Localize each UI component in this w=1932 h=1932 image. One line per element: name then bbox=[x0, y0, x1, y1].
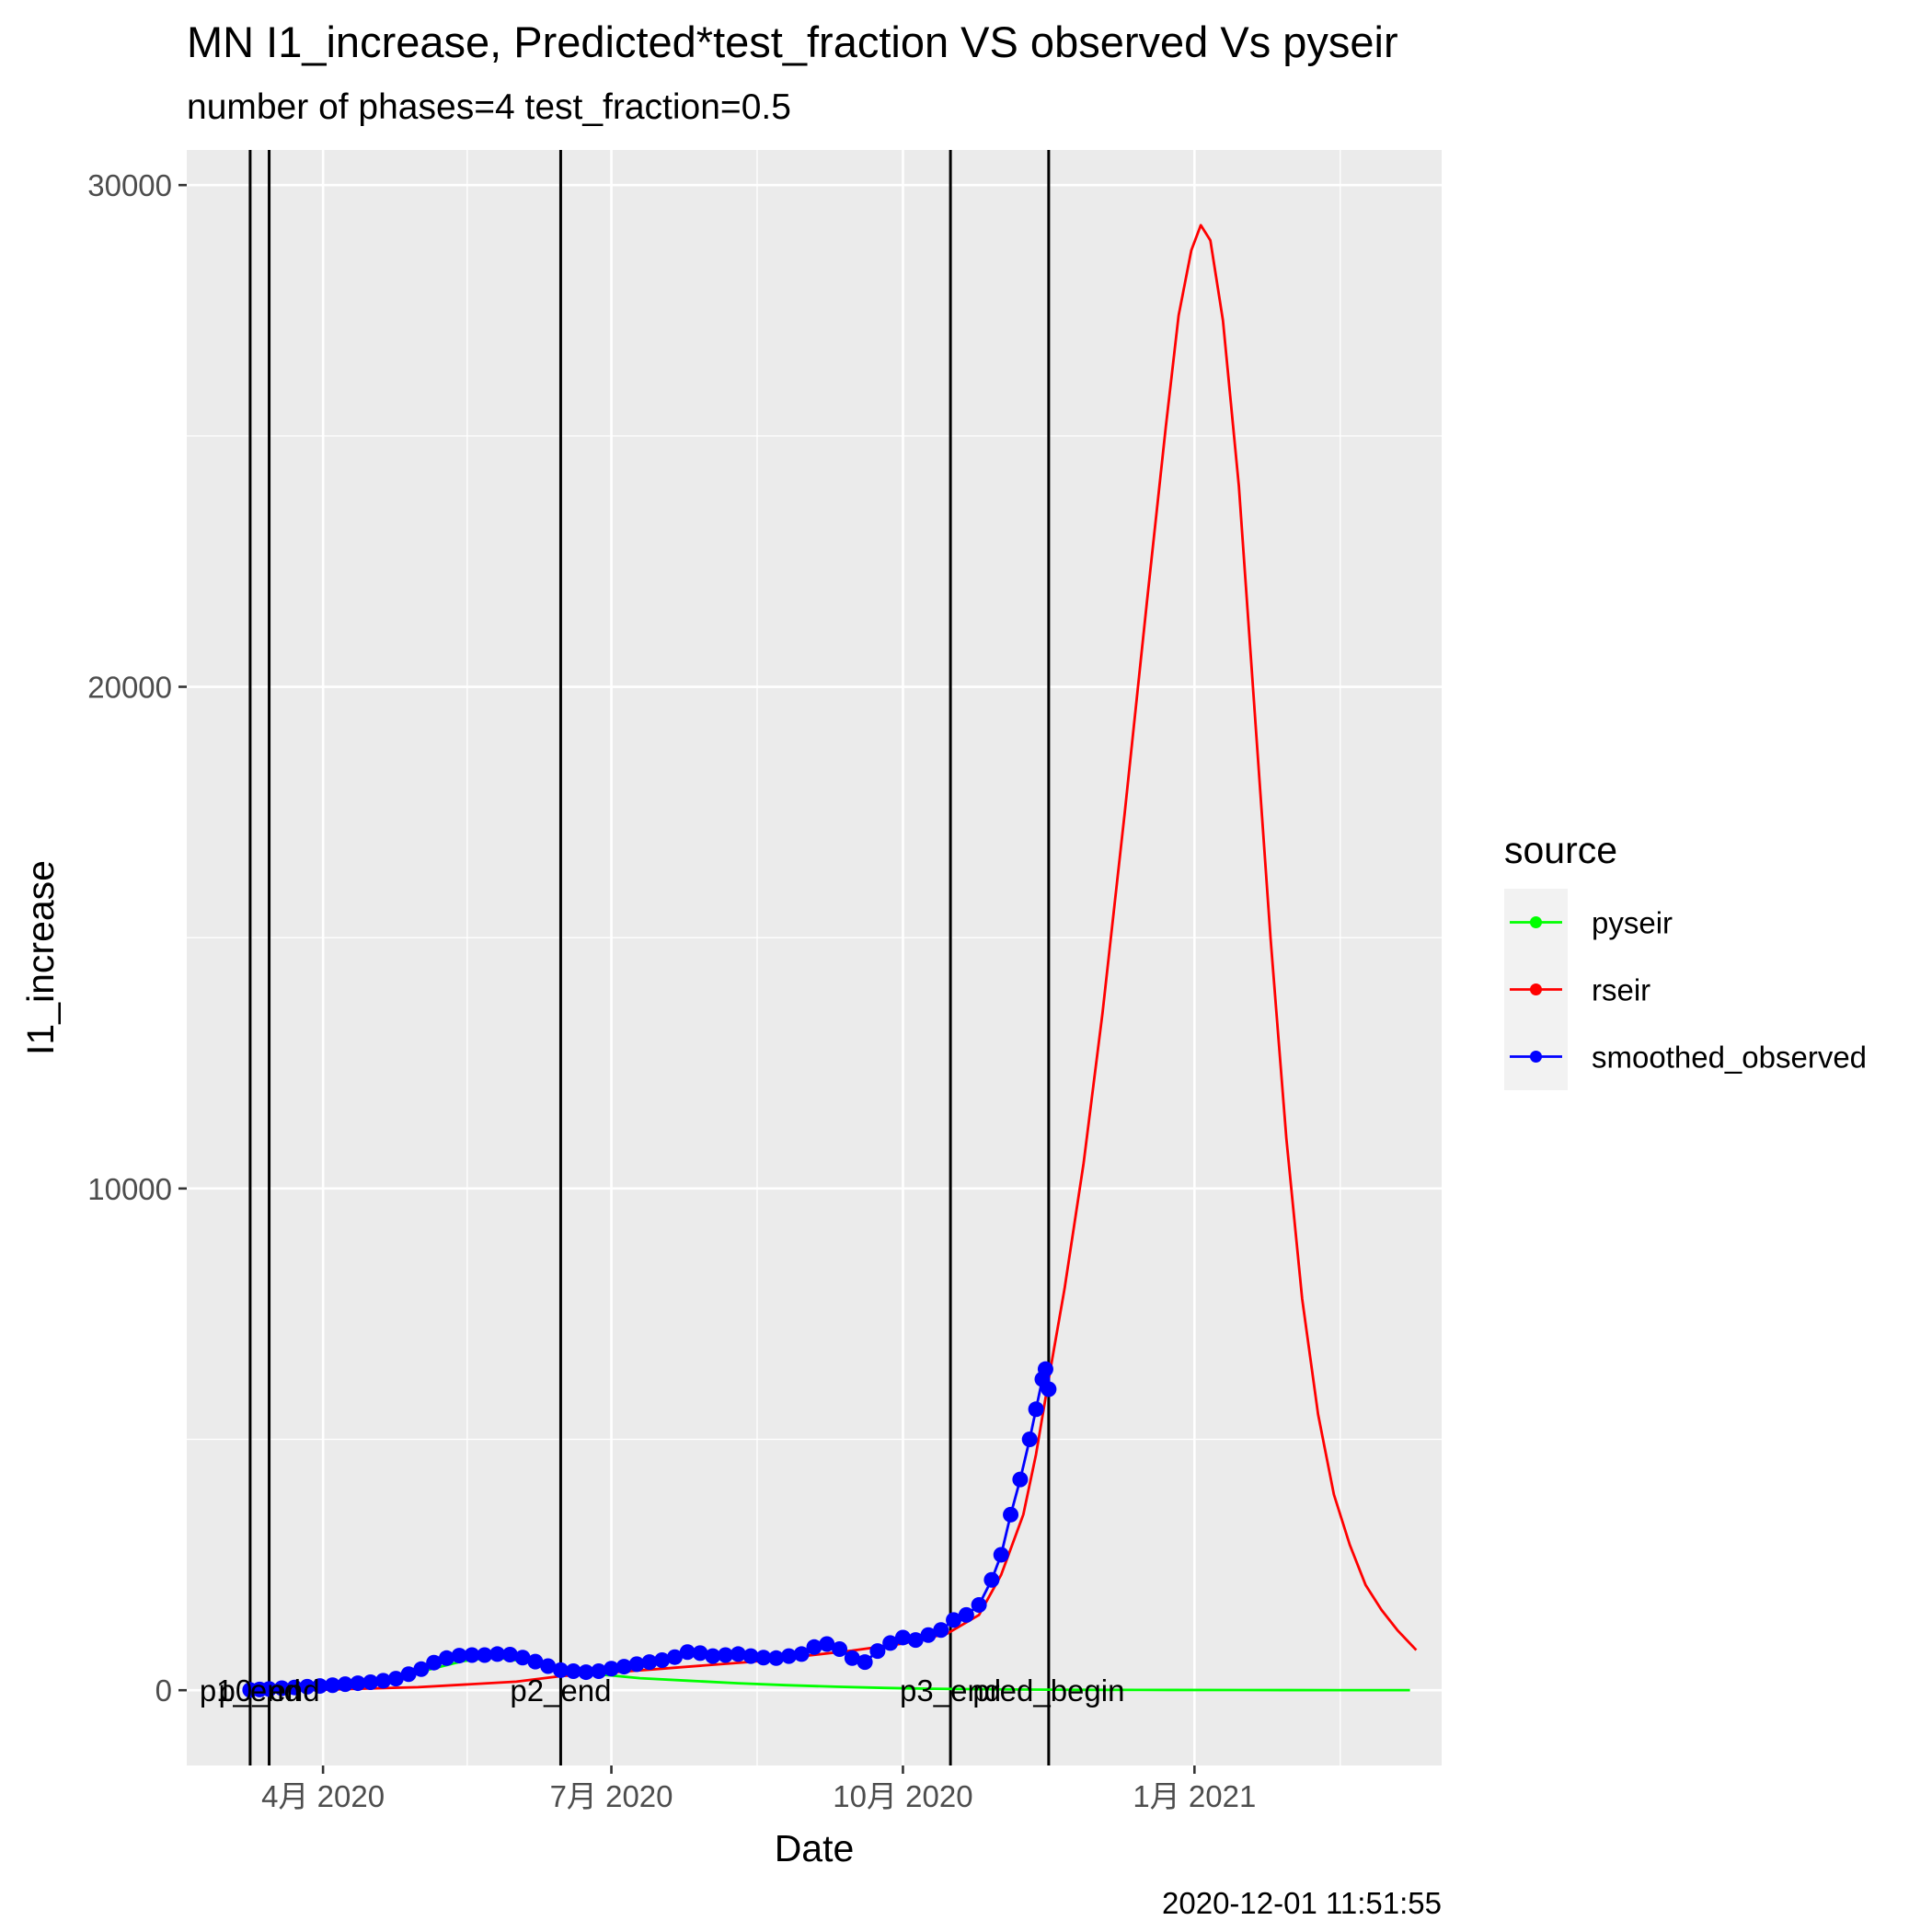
x-axis-title: Date bbox=[775, 1827, 855, 1869]
data-point bbox=[489, 1646, 506, 1662]
data-point bbox=[780, 1648, 797, 1664]
data-point bbox=[705, 1648, 721, 1664]
phase-label: p1_end bbox=[200, 1673, 301, 1708]
data-point bbox=[350, 1675, 366, 1692]
data-point bbox=[920, 1627, 937, 1643]
data-point bbox=[261, 1681, 278, 1697]
data-point bbox=[993, 1547, 1009, 1563]
data-point bbox=[1021, 1432, 1038, 1448]
data-point bbox=[844, 1650, 860, 1666]
data-point bbox=[718, 1647, 734, 1663]
data-point bbox=[882, 1635, 899, 1651]
data-point bbox=[857, 1654, 873, 1671]
data-point bbox=[299, 1678, 316, 1695]
data-point bbox=[641, 1654, 658, 1671]
data-point bbox=[894, 1629, 911, 1646]
data-point bbox=[1003, 1506, 1019, 1523]
data-point bbox=[286, 1679, 303, 1696]
data-point bbox=[730, 1646, 746, 1662]
data-point bbox=[312, 1678, 328, 1695]
data-point bbox=[971, 1596, 987, 1613]
y-tick-label: 0 bbox=[155, 1673, 172, 1708]
phase-label: p2_end bbox=[510, 1673, 611, 1708]
x-tick-label: 4月 2020 bbox=[261, 1779, 385, 1813]
x-tick-label: 1月 2021 bbox=[1133, 1779, 1256, 1813]
data-point bbox=[793, 1646, 810, 1662]
data-point bbox=[615, 1659, 632, 1675]
y-axis-title: I1_increase bbox=[19, 860, 62, 1055]
data-point bbox=[400, 1666, 417, 1683]
data-point bbox=[591, 1662, 607, 1679]
legend-key-point bbox=[1530, 1051, 1542, 1063]
chart-subtitle: number of phases=4 test_fraction=0.5 bbox=[187, 87, 791, 127]
phase-label: p3_end bbox=[900, 1673, 1001, 1708]
data-point bbox=[578, 1664, 594, 1681]
y-tick-label: 20000 bbox=[87, 671, 172, 705]
chart-title: MN I1_increase, Predicted*test_fraction … bbox=[187, 17, 1398, 66]
data-point bbox=[946, 1612, 962, 1628]
data-point bbox=[742, 1648, 759, 1664]
data-point bbox=[362, 1673, 379, 1690]
data-point bbox=[464, 1647, 480, 1663]
data-point bbox=[869, 1643, 886, 1660]
data-point bbox=[679, 1644, 696, 1661]
data-point bbox=[958, 1606, 974, 1623]
data-point bbox=[413, 1661, 430, 1677]
data-point bbox=[426, 1654, 443, 1671]
data-point bbox=[628, 1656, 645, 1673]
data-point bbox=[692, 1645, 708, 1662]
phase-label: p0_end bbox=[218, 1673, 319, 1708]
data-point bbox=[324, 1677, 340, 1694]
data-point bbox=[907, 1632, 924, 1649]
data-point bbox=[832, 1640, 848, 1657]
plot-panel bbox=[187, 150, 1442, 1765]
data-point bbox=[755, 1650, 772, 1666]
x-tick-label: 7月 2020 bbox=[550, 1779, 673, 1813]
data-point bbox=[438, 1650, 454, 1666]
data-point bbox=[501, 1646, 518, 1662]
data-point bbox=[1012, 1471, 1029, 1488]
legend-key-point bbox=[1530, 983, 1542, 995]
data-point bbox=[768, 1650, 785, 1666]
legend-label: smoothed_observed bbox=[1592, 1041, 1867, 1075]
legend-key-point bbox=[1530, 916, 1542, 928]
data-point bbox=[387, 1671, 404, 1687]
data-point bbox=[514, 1650, 531, 1666]
observed-points bbox=[242, 1361, 1057, 1698]
data-point bbox=[806, 1639, 822, 1655]
x-axis: 4月 2020 7月 2020 10月 2020 1月 2021 bbox=[261, 1765, 1256, 1813]
y-axis: 0 10000 20000 30000 bbox=[87, 168, 187, 1708]
data-point bbox=[375, 1673, 392, 1689]
data-point bbox=[604, 1661, 620, 1677]
data-point bbox=[1037, 1361, 1053, 1377]
data-point bbox=[477, 1647, 493, 1663]
data-point bbox=[983, 1571, 1000, 1588]
legend-label: pyseir bbox=[1592, 906, 1673, 940]
data-point bbox=[1028, 1401, 1044, 1418]
data-point bbox=[451, 1648, 467, 1664]
data-point bbox=[337, 1676, 353, 1693]
data-point bbox=[654, 1651, 671, 1668]
data-point bbox=[666, 1649, 683, 1665]
y-tick-label: 10000 bbox=[87, 1172, 172, 1206]
data-point bbox=[273, 1680, 290, 1696]
legend-label: rseir bbox=[1592, 973, 1650, 1007]
x-tick-label: 10月 2020 bbox=[833, 1779, 972, 1813]
data-point bbox=[1041, 1381, 1057, 1397]
y-tick-label: 30000 bbox=[87, 168, 172, 202]
vertical-markers bbox=[248, 150, 1051, 1765]
data-point bbox=[933, 1622, 949, 1639]
data-point bbox=[565, 1662, 581, 1679]
phase-label: pred_begin bbox=[972, 1673, 1124, 1708]
data-point bbox=[527, 1653, 544, 1670]
caption-timestamp: 2020-12-01 11:51:55 bbox=[1162, 1886, 1442, 1920]
data-point bbox=[819, 1636, 835, 1652]
data-point bbox=[552, 1662, 569, 1678]
legend-title: source bbox=[1504, 829, 1617, 871]
legend: source pyseir rseir smoothed_observed bbox=[1504, 829, 1867, 1090]
data-point bbox=[540, 1658, 557, 1674]
